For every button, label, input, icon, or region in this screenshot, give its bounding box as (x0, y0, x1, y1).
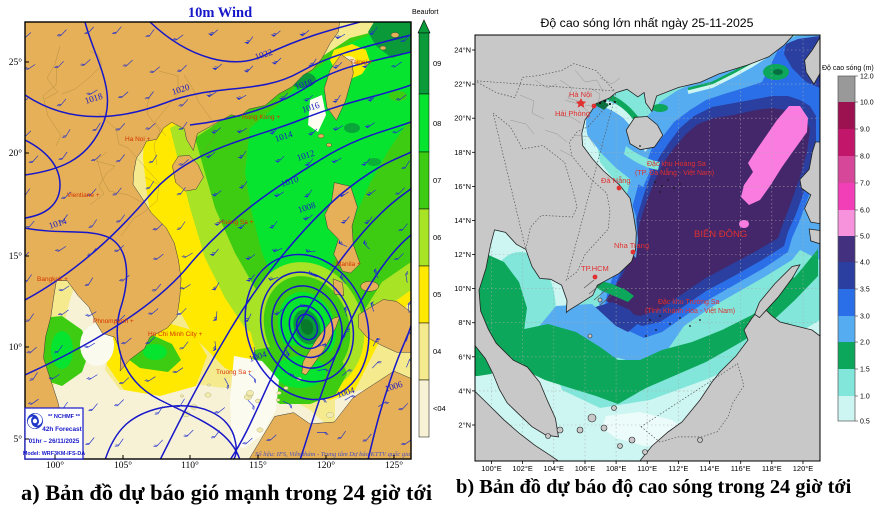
svg-text:1.5: 1.5 (860, 367, 870, 374)
svg-text:10.0: 10.0 (860, 100, 874, 107)
svg-text:120°: 120° (317, 460, 335, 471)
svg-text:Hà Nội: Hà Nội (569, 90, 592, 99)
svg-text:06: 06 (433, 233, 441, 242)
svg-text:2.0: 2.0 (860, 340, 870, 347)
svg-text:108°E: 108°E (606, 464, 627, 473)
svg-text:4°N: 4°N (458, 386, 471, 395)
svg-text:Bangkok +: Bangkok + (37, 276, 68, 283)
svg-text:4.0: 4.0 (860, 260, 870, 267)
svg-text:12°N: 12°N (454, 250, 471, 259)
svg-text:(TP. Đà Nẵng - Việt Nam): (TP. Đà Nẵng - Việt Nam) (635, 168, 714, 177)
svg-text:Độ cao sóng lớn nhất ngày 25-1: Độ cao sóng lớn nhất ngày 25-11-2025 (541, 16, 754, 30)
svg-text:112°E: 112°E (668, 464, 688, 473)
svg-text:Độ cao sóng (m): Độ cao sóng (m) (822, 65, 874, 72)
svg-text:09: 09 (433, 59, 441, 68)
svg-text:01hr – 26/11/2025: 01hr – 26/11/2025 (29, 438, 80, 445)
svg-text:8.0: 8.0 (860, 154, 870, 161)
svg-text:18°N: 18°N (454, 148, 471, 157)
svg-text:110°E: 110°E (637, 464, 657, 473)
svg-text:12.0: 12.0 (860, 74, 874, 81)
svg-text:20°N: 20°N (454, 114, 471, 123)
svg-text:116°E: 116°E (731, 464, 751, 473)
svg-text:Truong Sa +: Truong Sa + (216, 369, 252, 376)
svg-text:Ho Chi Minh City +: Ho Chi Minh City + (148, 331, 203, 338)
svg-text:5°: 5° (13, 434, 22, 445)
svg-text:9.0: 9.0 (860, 127, 870, 134)
svg-text:(Tỉnh Khánh Hòa - Việt Nam): (Tỉnh Khánh Hòa - Việt Nam) (645, 307, 735, 315)
svg-text:<04: <04 (433, 404, 446, 413)
svg-text:3.5: 3.5 (860, 287, 870, 294)
svg-text:08: 08 (433, 119, 441, 128)
svg-text:125°: 125° (385, 460, 403, 471)
svg-text:10°N: 10°N (454, 284, 471, 293)
svg-text:5.0: 5.0 (860, 234, 870, 241)
svg-text:Hong Kong +: Hong Kong + (242, 114, 280, 121)
svg-text:Hải Phòng: Hải Phòng (555, 109, 590, 118)
svg-text:a) Bản đồ dự báo gió mạnh tron: a) Bản đồ dự báo gió mạnh trong 24 giờ t… (21, 480, 432, 505)
svg-text:120°E: 120°E (793, 464, 814, 473)
svg-text:106°E: 106°E (575, 464, 596, 473)
svg-text:10m Wind: 10m Wind (188, 5, 252, 21)
svg-text:6°N: 6°N (458, 352, 471, 361)
svg-text:100°E: 100°E (481, 464, 502, 473)
svg-text:42h Forecast: 42h Forecast (42, 426, 82, 433)
svg-text:Đặc khu Hoàng Sa: Đặc khu Hoàng Sa (647, 161, 706, 168)
svg-text:Manila +: Manila + (336, 261, 361, 268)
svg-text:102°E: 102°E (512, 464, 533, 473)
svg-text:TP.HCM: TP.HCM (581, 264, 609, 273)
svg-text:104°E: 104°E (544, 464, 565, 473)
svg-text:Phnompenh +: Phnompenh + (93, 318, 134, 325)
svg-text:2°N: 2°N (458, 420, 471, 429)
svg-text:Beaufort: Beaufort (412, 9, 439, 16)
svg-text:22°N: 22°N (454, 80, 471, 89)
svg-text:** NCHMF **: ** NCHMF ** (48, 414, 81, 420)
svg-text:115°: 115° (249, 460, 267, 471)
svg-text:04: 04 (433, 347, 441, 356)
svg-text:Vientiane +: Vientiane + (67, 192, 100, 199)
svg-text:Model: WRF3KM-IFS-DA: Model: WRF3KM-IFS-DA (23, 451, 85, 457)
svg-text:Nha Trang: Nha Trang (614, 241, 649, 250)
svg-text:Số liệu: IFS, Viễn thám - Trun: Số liệu: IFS, Viễn thám - Trung tâm Dự b… (255, 451, 410, 458)
svg-text:Hoang Sa +: Hoang Sa + (219, 219, 254, 226)
svg-text:25°: 25° (9, 57, 23, 68)
svg-text:Ha Noi +: Ha Noi + (125, 136, 151, 143)
svg-text:1.0: 1.0 (860, 394, 870, 401)
svg-text:118°E: 118°E (762, 464, 782, 473)
svg-text:b) Bản đồ dự báo độ cao sóng t: b) Bản đồ dự báo độ cao sóng trong 24 gi… (456, 476, 852, 498)
svg-text:3.0: 3.0 (860, 314, 870, 321)
svg-text:100°: 100° (46, 460, 64, 471)
svg-text:Đặc khu Trường Sa: Đặc khu Trường Sa (658, 299, 720, 306)
svg-text:114°E: 114°E (700, 464, 720, 473)
svg-text:24°N: 24°N (454, 46, 471, 55)
svg-text:15°: 15° (9, 251, 23, 262)
svg-text:14°N: 14°N (454, 216, 471, 225)
svg-text:6.0: 6.0 (860, 208, 870, 215)
svg-text:20°: 20° (9, 148, 23, 159)
svg-text:7.0: 7.0 (860, 181, 870, 188)
svg-text:Taipei +: Taipei + (350, 59, 373, 66)
svg-text:10°: 10° (9, 342, 23, 353)
svg-text:105°: 105° (114, 460, 132, 471)
svg-text:0.5: 0.5 (860, 419, 870, 426)
svg-text:07: 07 (433, 176, 441, 185)
svg-text:16°N: 16°N (454, 182, 471, 191)
svg-text:BIỂN ĐÔNG: BIỂN ĐÔNG (694, 228, 747, 240)
svg-text:110°: 110° (181, 460, 199, 471)
svg-text:Đà Nẵng: Đà Nẵng (601, 176, 631, 185)
svg-text:8°N: 8°N (458, 318, 471, 327)
svg-text:05: 05 (433, 290, 441, 299)
